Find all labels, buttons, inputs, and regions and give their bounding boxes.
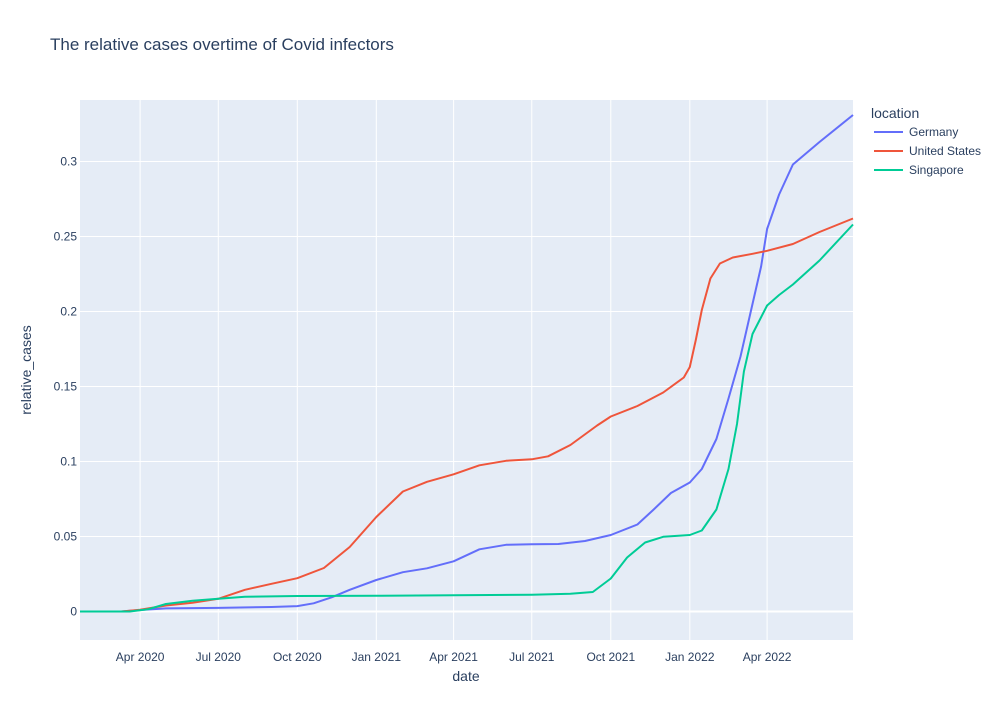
x-tick-label: Apr 2021 [429, 650, 478, 664]
x-axis-title: date [452, 668, 479, 684]
y-tick-label: 0.3 [60, 155, 77, 169]
plot-area [80, 100, 853, 640]
x-tick-label: Jul 2021 [509, 650, 555, 664]
y-tick-label: 0.05 [54, 530, 78, 544]
y-axis-title: relative_cases [18, 325, 34, 415]
y-tick-label: 0.1 [60, 455, 77, 469]
y-axis-ticks: 0 0.05 0.1 0.15 0.2 0.25 0.3 [54, 155, 78, 619]
y-tick-label: 0.2 [60, 305, 77, 319]
x-tick-label: Jul 2020 [196, 650, 242, 664]
x-tick-label: Oct 2021 [586, 650, 635, 664]
y-tick-label: 0.25 [54, 230, 78, 244]
chart-title: The relative cases overtime of Covid inf… [50, 35, 394, 54]
legend: location Germany United States Singapore [871, 105, 981, 177]
series-line-united-states [80, 217, 854, 613]
series-line-singapore [80, 223, 854, 613]
legend-title: location [871, 105, 919, 121]
y-tick-label: 0 [70, 605, 77, 619]
x-axis-ticks: Apr 2020 Jul 2020 Oct 2020 Jan 2021 Apr 2021… [116, 650, 792, 664]
x-tick-label: Jan 2022 [665, 650, 715, 664]
series-line-germany [80, 114, 854, 613]
series-lines [80, 114, 854, 613]
legend-item-label[interactable]: Germany [909, 125, 958, 139]
y-tick-label: 0.15 [54, 380, 78, 394]
x-tick-label: Oct 2020 [273, 650, 322, 664]
x-tick-label: Apr 2022 [743, 650, 792, 664]
legend-item-label[interactable]: Singapore [909, 163, 964, 177]
grid-lines [80, 100, 853, 640]
legend-item-label[interactable]: United States [909, 144, 981, 158]
x-tick-label: Apr 2020 [116, 650, 165, 664]
x-tick-label: Jan 2021 [352, 650, 402, 664]
